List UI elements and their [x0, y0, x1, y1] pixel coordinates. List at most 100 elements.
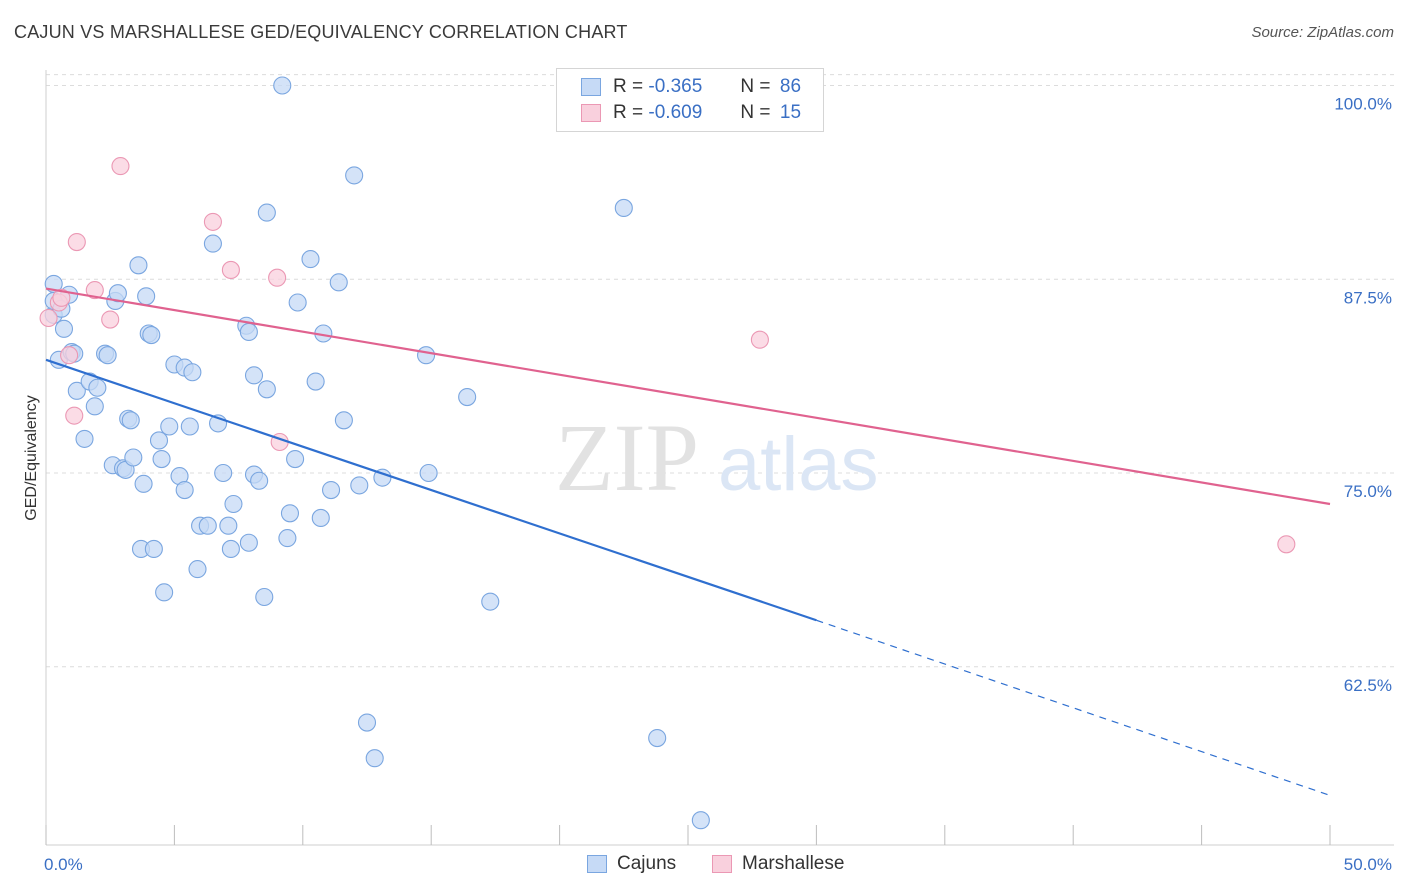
cajuns-point	[129, 256, 148, 275]
cajuns-point	[180, 417, 199, 436]
legend-n-label: N =	[740, 102, 771, 123]
y-tick-label: 100.0%	[1334, 95, 1392, 114]
marshallese-point	[39, 308, 58, 328]
cajuns-point	[365, 749, 384, 768]
cajuns-point	[257, 380, 276, 399]
cajuns-point	[419, 463, 438, 483]
marshallese-legend-label: Marshallese	[742, 853, 845, 874]
cajuns-point	[648, 728, 667, 748]
cajuns-point	[239, 533, 258, 552]
axes	[45, 70, 1394, 846]
marshallese-trend-line	[45, 287, 1331, 506]
cajuns-trend-extension	[816, 619, 1331, 796]
marshallese-points	[39, 157, 1296, 554]
cajuns-point	[311, 508, 330, 528]
legend-row-marshallese: R = -0.609 N = 15	[581, 100, 811, 126]
cajuns-swatch	[587, 855, 607, 873]
cajuns-point	[144, 539, 163, 559]
cajuns-point	[175, 480, 194, 500]
cajuns-point	[75, 429, 94, 448]
cajuns-point	[373, 468, 392, 487]
y-tick-label: 75.0%	[1344, 482, 1392, 501]
source-label: Source: ZipAtlas.com	[1251, 24, 1394, 41]
cajuns-point	[142, 325, 161, 345]
marshallese-point	[65, 406, 84, 425]
cajuns-point	[244, 366, 264, 385]
cajuns-trend-line	[45, 358, 817, 622]
cajuns-point	[121, 411, 140, 430]
bottom-legend-marshallese: Marshallese	[712, 852, 844, 876]
y-tick-label: 62.5%	[1344, 676, 1392, 695]
cajuns-point	[149, 431, 169, 450]
marshallese-point	[52, 288, 71, 307]
marshallese-point	[111, 157, 130, 176]
cajuns-point	[273, 76, 292, 95]
cajuns-point	[203, 234, 222, 253]
cajuns-point	[134, 474, 153, 493]
marshallese-point	[750, 330, 769, 349]
cajuns-point	[124, 448, 143, 467]
legend-n-value: 86	[779, 76, 802, 97]
cajuns-point	[250, 471, 269, 490]
legend-r-value: -0.365	[648, 76, 703, 97]
legend: R = -0.365 N = 86 R = -0.609 N = 15	[556, 68, 824, 132]
cajuns-point	[350, 476, 369, 495]
y-axis-label: GED/Equivalency	[23, 395, 40, 520]
cajuns-point	[221, 539, 240, 559]
marshallese-swatch	[581, 104, 601, 122]
cajuns-point	[301, 250, 320, 269]
trend-lines	[45, 287, 1331, 796]
watermark: ZIP atlas	[555, 404, 879, 511]
cajuns-point	[239, 322, 258, 342]
cajuns-point	[614, 198, 633, 217]
cajuns-point	[255, 587, 274, 607]
cajuns-point	[160, 417, 179, 436]
cajuns-point	[288, 293, 307, 312]
legend-r-label: R =	[613, 102, 644, 123]
cajuns-point	[155, 583, 174, 602]
cajuns-point	[458, 387, 477, 407]
legend-r-value: -0.609	[648, 102, 703, 123]
cajuns-point	[137, 287, 156, 306]
cajuns-point	[214, 463, 233, 483]
cajuns-point	[691, 811, 710, 830]
chart-title: CAJUN VS MARSHALLESE GED/EQUIVALENCY COR…	[14, 22, 628, 42]
watermark-atlas: atlas	[718, 422, 879, 507]
cajuns-point	[278, 529, 297, 548]
bottom-legend-cajuns: Cajuns	[587, 852, 676, 876]
marshallese-point	[101, 310, 120, 329]
cajuns-point	[280, 504, 300, 523]
cajuns-point	[417, 346, 436, 365]
legend-r-label: R =	[613, 76, 644, 97]
y-tick-label: 87.5%	[1344, 288, 1392, 307]
cajuns-swatch	[581, 78, 601, 96]
cajuns-point	[257, 203, 276, 222]
cajuns-point	[357, 713, 377, 732]
legend-row-cajuns: R = -0.365 N = 86	[581, 74, 811, 100]
cajuns-point	[152, 449, 171, 469]
cajuns-point	[329, 273, 348, 292]
marshallese-point	[85, 281, 104, 300]
cajuns-point	[345, 166, 364, 185]
cajuns-point	[198, 516, 217, 535]
cajuns-point	[188, 560, 207, 579]
legend-n-label: N =	[740, 76, 771, 97]
marshallese-point	[1277, 535, 1296, 554]
tick-labels: 62.5% 75.0% 87.5% 100.0% 0.0% 50.0%	[44, 95, 1392, 875]
marshallese-point	[221, 260, 240, 280]
marshallese-point	[67, 233, 86, 252]
cajuns-point	[183, 363, 202, 382]
cajuns-point	[88, 378, 107, 397]
cajuns-point	[85, 397, 104, 416]
marshallese-swatch	[712, 855, 732, 873]
cajuns-point	[334, 411, 353, 430]
x-tick-label-min: 0.0%	[44, 855, 83, 874]
cajuns-point	[67, 381, 86, 400]
cajuns-point	[219, 516, 238, 535]
cajuns-point	[98, 346, 117, 365]
cajuns-legend-label: Cajuns	[617, 853, 677, 874]
cajuns-points	[44, 76, 710, 830]
marshallese-point	[268, 268, 287, 287]
cajuns-point	[54, 319, 74, 338]
